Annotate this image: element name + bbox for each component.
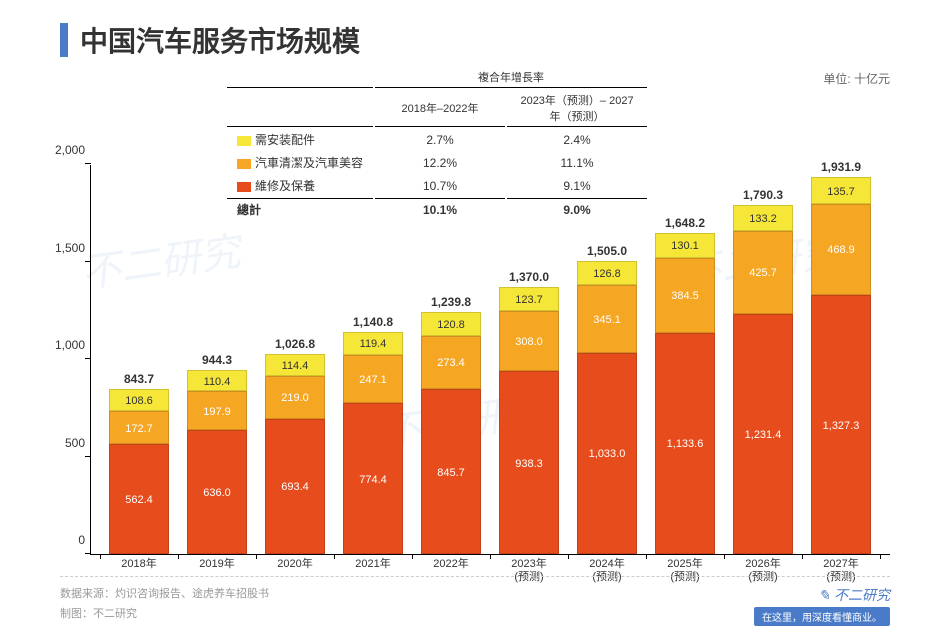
bar-segment bbox=[265, 419, 325, 554]
bar-total-label: 1,505.0 bbox=[577, 244, 637, 258]
bar-segment bbox=[421, 336, 481, 389]
x-tick bbox=[568, 554, 569, 559]
bar-segment bbox=[265, 376, 325, 419]
bar-segment bbox=[499, 371, 559, 554]
bar-group: 1,231.4425.7133.21,790.32026年(预测) bbox=[733, 165, 793, 554]
bar-group: 845.7273.4120.81,239.82022年 bbox=[421, 165, 481, 554]
y-axis-label: 1,500 bbox=[51, 241, 85, 255]
bar-segment bbox=[655, 258, 715, 333]
brand-tagline: 在这里，用深度看懂商业。 bbox=[754, 607, 890, 626]
bar-segment bbox=[733, 314, 793, 554]
bar-segment bbox=[343, 403, 403, 554]
bar-group: 693.4219.0114.41,026.82020年 bbox=[265, 165, 325, 554]
chart-title-bar: 中国汽车服务市场规模 bbox=[60, 20, 360, 60]
bar-segment bbox=[343, 332, 403, 355]
bar-total-label: 1,648.2 bbox=[655, 216, 715, 230]
y-axis-label: 0 bbox=[51, 533, 85, 547]
brand-icon: ✎ bbox=[818, 587, 830, 603]
bar-total-label: 1,026.8 bbox=[265, 337, 325, 351]
bar-group: 1,033.0345.1126.81,505.02024年(预测) bbox=[577, 165, 637, 554]
x-axis-label: 2022年 bbox=[421, 554, 481, 571]
bar-segment bbox=[733, 205, 793, 231]
x-tick bbox=[412, 554, 413, 559]
bar-segment bbox=[577, 285, 637, 352]
x-tick bbox=[100, 554, 101, 559]
bar-total-label: 1,140.8 bbox=[343, 315, 403, 329]
x-tick bbox=[490, 554, 491, 559]
bar-segment bbox=[109, 444, 169, 554]
x-tick bbox=[256, 554, 257, 559]
bar-segment bbox=[265, 354, 325, 376]
bar-segment bbox=[421, 389, 481, 554]
x-axis-label: 2020年 bbox=[265, 554, 325, 571]
bar-segment bbox=[577, 261, 637, 286]
cagr-col1: 2018年–2022年 bbox=[375, 90, 505, 127]
bar-segment bbox=[343, 355, 403, 403]
x-tick bbox=[880, 554, 881, 559]
bar-segment bbox=[109, 411, 169, 445]
unit-label: 单位: 十亿元 bbox=[823, 70, 890, 87]
bar-segment bbox=[109, 389, 169, 410]
cagr-row: 需安装配件 2.7%2.4% bbox=[227, 129, 647, 150]
bar-group: 774.4247.1119.41,140.82021年 bbox=[343, 165, 403, 554]
bar-segment bbox=[499, 311, 559, 371]
bar-group: 636.0197.9110.4944.32019年 bbox=[187, 165, 247, 554]
bar-segment bbox=[187, 430, 247, 554]
y-tick bbox=[85, 358, 91, 359]
bar-group: 1,327.3468.9135.71,931.92027年(预测) bbox=[811, 165, 871, 554]
y-tick bbox=[85, 456, 91, 457]
bar-segment bbox=[577, 353, 637, 554]
bar-segment bbox=[421, 312, 481, 336]
bar-total-label: 843.7 bbox=[109, 372, 169, 386]
bar-segment bbox=[499, 287, 559, 311]
bar-total-label: 1,931.9 bbox=[811, 160, 871, 174]
x-axis-label: 2021年 bbox=[343, 554, 403, 571]
y-axis-label: 500 bbox=[51, 436, 85, 450]
bar-segment bbox=[187, 391, 247, 430]
title-accent bbox=[60, 23, 68, 57]
bar-segment bbox=[811, 295, 871, 554]
cagr-header: 複合年增長率 bbox=[375, 67, 647, 88]
x-tick bbox=[802, 554, 803, 559]
x-tick bbox=[334, 554, 335, 559]
bar-total-label: 1,370.0 bbox=[499, 270, 559, 284]
chart-title: 中国汽车服务市场规模 bbox=[80, 20, 360, 60]
bar-segment bbox=[811, 177, 871, 203]
cagr-value: 2.7% bbox=[375, 129, 505, 150]
footer: 数据来源：灼识咨询报告、途虎养车招股书 制图：不二研究 ✎ 不二研究 在这里，用… bbox=[60, 576, 890, 626]
cagr-col2: 2023年（预测）– 2027年（预测） bbox=[507, 90, 647, 127]
bar-segment bbox=[733, 231, 793, 314]
legend-label: 需安装配件 bbox=[255, 133, 315, 147]
x-tick bbox=[724, 554, 725, 559]
brand-name: 不二研究 bbox=[834, 587, 890, 603]
bar-total-label: 1,790.3 bbox=[733, 188, 793, 202]
footer-brand: ✎ 不二研究 在这里，用深度看懂商业。 bbox=[754, 585, 890, 626]
x-tick bbox=[646, 554, 647, 559]
footer-maker: 制图：不二研究 bbox=[60, 605, 269, 625]
bar-group: 938.3308.0123.71,370.02023年(预测) bbox=[499, 165, 559, 554]
x-axis-label: 2019年 bbox=[187, 554, 247, 571]
bar-segment bbox=[655, 233, 715, 258]
chart-plot: 05001,0001,5002,000562.4172.7108.6843.72… bbox=[90, 165, 890, 555]
bar-segment bbox=[655, 333, 715, 554]
footer-source: 数据来源：灼识咨询报告、途虎养车招股书 bbox=[60, 585, 269, 605]
bar-total-label: 944.3 bbox=[187, 353, 247, 367]
y-tick bbox=[85, 553, 91, 554]
legend-swatch bbox=[237, 136, 251, 146]
bar-segment bbox=[811, 204, 871, 295]
bar-segment bbox=[187, 370, 247, 392]
bar-group: 562.4172.7108.6843.72018年 bbox=[109, 165, 169, 554]
x-axis-label: 2018年 bbox=[109, 554, 169, 571]
bar-group: 1,133.6384.5130.11,648.22025年(预测) bbox=[655, 165, 715, 554]
x-tick bbox=[178, 554, 179, 559]
y-tick bbox=[85, 163, 91, 164]
chart-area: 05001,0001,5002,000562.4172.7108.6843.72… bbox=[90, 165, 890, 555]
y-axis-label: 1,000 bbox=[51, 338, 85, 352]
bar-total-label: 1,239.8 bbox=[421, 295, 481, 309]
y-tick bbox=[85, 261, 91, 262]
y-axis-label: 2,000 bbox=[51, 143, 85, 157]
cagr-value: 2.4% bbox=[507, 129, 647, 150]
